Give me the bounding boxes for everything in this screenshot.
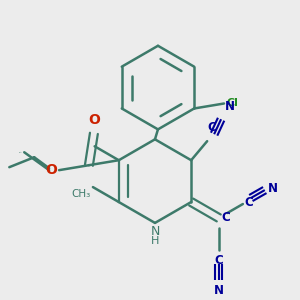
Text: O: O (45, 163, 57, 177)
Text: O: O (88, 113, 100, 128)
Text: ethyl: ethyl (19, 152, 22, 153)
Text: C: C (208, 121, 217, 134)
Text: N: N (214, 284, 224, 297)
Text: CH₃: CH₃ (72, 189, 91, 199)
Text: N: N (225, 100, 235, 113)
Text: H: H (151, 236, 159, 246)
Text: C: C (222, 212, 230, 224)
Text: C: C (245, 196, 254, 208)
Text: N: N (150, 225, 160, 238)
Text: N: N (268, 182, 278, 195)
Text: Cl: Cl (227, 98, 239, 107)
Text: C: C (214, 254, 223, 267)
